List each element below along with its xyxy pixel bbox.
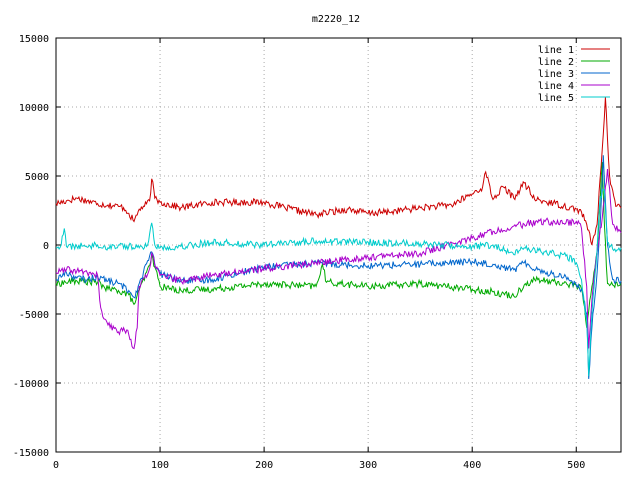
series-line-1 [55,97,622,246]
x-axis-ticks: 0 100 200 300 400 500 [53,38,585,471]
y-tick-label: 5000 [25,172,49,183]
legend-label-4: line 4 [538,81,574,92]
grid [56,38,621,452]
x-tick-label: 200 [255,460,273,471]
x-tick-label: 100 [151,460,169,471]
legend-label-2: line 2 [538,57,574,68]
y-tick-label: -15000 [13,448,49,459]
y-tick-label: 10000 [19,103,49,114]
x-tick-label: 400 [463,460,481,471]
legend-label-3: line 3 [538,69,574,80]
y-axis-ticks: -15000 -10000 -5000 0 5000 10000 15000 [13,34,621,459]
chart-title: m2220_12 [312,14,360,25]
series-line-5 [55,189,622,377]
legend-label-5: line 5 [538,93,574,104]
series-line-3 [55,155,622,379]
x-tick-label: 300 [359,460,377,471]
series-line-2 [55,162,622,328]
y-tick-label: -5000 [19,310,49,321]
y-tick-label: 15000 [19,34,49,45]
x-tick-label: 500 [567,460,585,471]
legend-label-1: line 1 [538,45,574,56]
x-tick-label: 0 [53,460,59,471]
y-tick-label: 0 [43,241,49,252]
series-lines [55,97,622,379]
y-tick-label: -10000 [13,379,49,390]
series-line-4 [55,169,622,350]
